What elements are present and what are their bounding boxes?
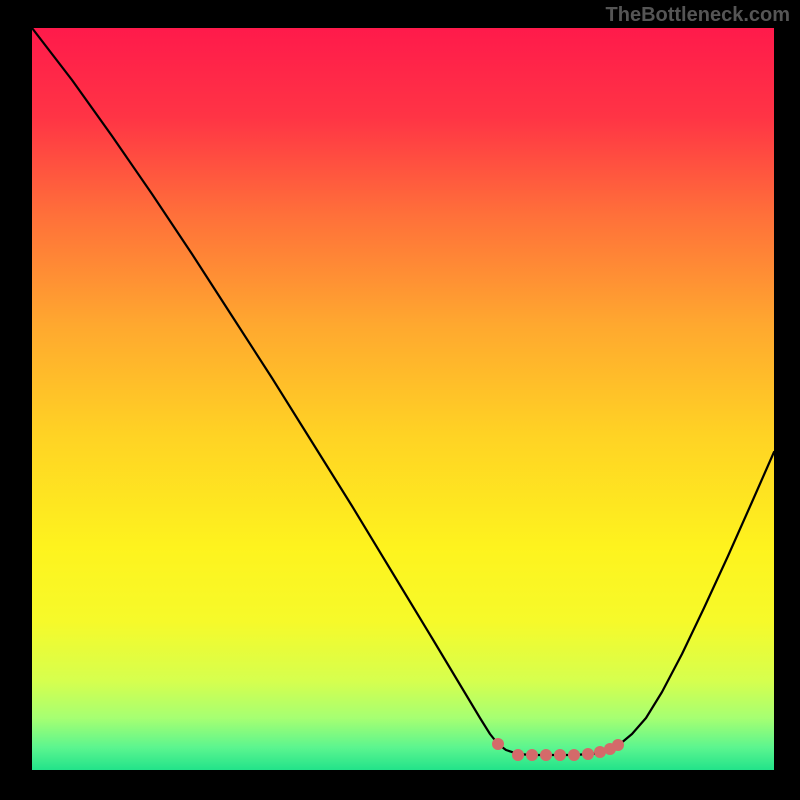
curve-marker <box>492 738 504 750</box>
curve-marker <box>554 749 566 761</box>
curve-line <box>32 28 774 755</box>
curve-marker <box>512 749 524 761</box>
curve-marker <box>568 749 580 761</box>
curve-marker <box>582 748 594 760</box>
bottleneck-curve <box>32 28 774 770</box>
curve-marker <box>540 749 552 761</box>
curve-markers <box>492 738 624 761</box>
watermark-text: TheBottleneck.com <box>606 4 790 27</box>
curve-marker <box>526 749 538 761</box>
plot-area <box>32 28 774 770</box>
curve-marker <box>612 739 624 751</box>
